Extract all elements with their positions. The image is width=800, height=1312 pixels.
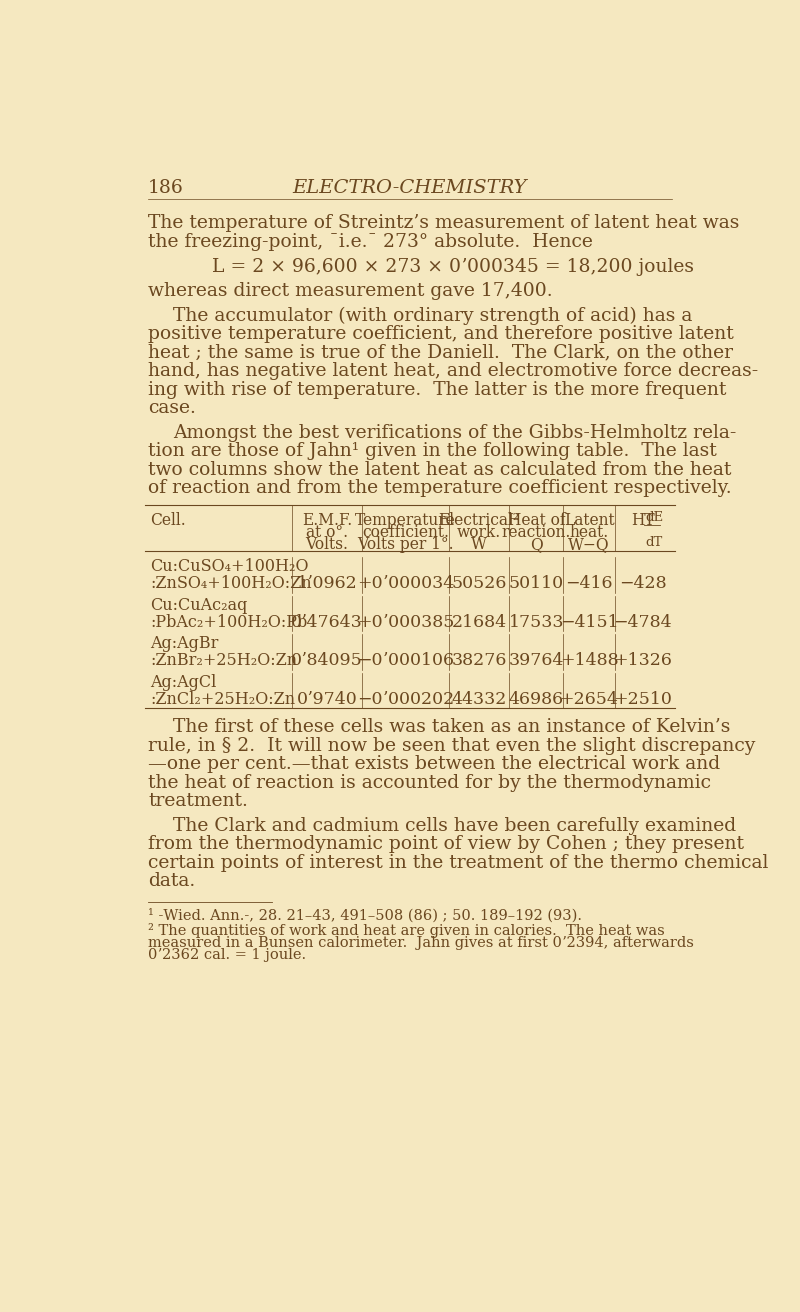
Text: 46986: 46986 [509, 690, 564, 707]
Text: dE: dE [646, 510, 664, 523]
Text: −4784: −4784 [613, 614, 672, 631]
Text: case.: case. [148, 399, 196, 417]
Text: +2654: +2654 [559, 690, 618, 707]
Text: 0ʼ47643: 0ʼ47643 [291, 614, 363, 631]
Text: work.: work. [457, 525, 501, 542]
Text: ELECTRO-CHEMISTRY: ELECTRO-CHEMISTRY [293, 178, 527, 197]
Text: 0ʼ84095: 0ʼ84095 [291, 652, 363, 669]
Text: The Clark and cadmium cells have been carefully examined: The Clark and cadmium cells have been ca… [173, 817, 736, 834]
Text: certain points of interest in the treatment of the thermo chemical: certain points of interest in the treatm… [148, 854, 769, 872]
Text: :PbAc₂+100H₂O:Pb: :PbAc₂+100H₂O:Pb [150, 614, 308, 631]
Text: two columns show the latent heat as calculated from the heat: two columns show the latent heat as calc… [148, 461, 731, 479]
Text: −0ʼ000202: −0ʼ000202 [357, 690, 454, 707]
Text: 21684: 21684 [451, 614, 506, 631]
Text: heat.: heat. [570, 525, 609, 542]
Text: 44332: 44332 [451, 690, 506, 707]
Text: ¹ ­Wied. Ann.­, 28. 21–43, 491–508 (86) ; 50. 189–192 (93).: ¹ ­Wied. Ann.­, 28. 21–43, 491–508 (86) … [148, 909, 582, 922]
Text: 1ʼ0962: 1ʼ0962 [297, 575, 358, 592]
Text: hand, has negative latent heat, and electromotive force decreas-: hand, has negative latent heat, and elec… [148, 362, 758, 380]
Text: The accumulator (with ordinary strength of acid) has a: The accumulator (with ordinary strength … [173, 307, 692, 325]
Text: Latent: Latent [564, 513, 614, 530]
Text: rule, in § 2.  It will now be seen that even the slight discrepancy: rule, in § 2. It will now be seen that e… [148, 737, 755, 754]
Text: The temperature of Streintz’s measurement of latent heat was: The temperature of Streintz’s measuremen… [148, 214, 739, 232]
Text: at o°.: at o°. [306, 525, 348, 542]
Text: 186: 186 [148, 178, 184, 197]
Text: 0ʼ2362 cal. = 1 joule.: 0ʼ2362 cal. = 1 joule. [148, 947, 306, 962]
Text: dT: dT [646, 537, 663, 550]
Text: −428: −428 [618, 575, 666, 592]
Text: Temperature: Temperature [355, 513, 456, 530]
Text: +1488: +1488 [560, 652, 618, 669]
Text: Ag:AgCl: Ag:AgCl [150, 674, 217, 690]
Text: whereas direct measurement gave 17,400.: whereas direct measurement gave 17,400. [148, 282, 553, 300]
Text: positive temperature coefficient, and therefore positive latent: positive temperature coefficient, and th… [148, 325, 734, 344]
Text: +1326: +1326 [613, 652, 672, 669]
Text: 50110: 50110 [509, 575, 564, 592]
Text: −416: −416 [566, 575, 613, 592]
Text: HT: HT [632, 513, 655, 530]
Text: Volts.: Volts. [306, 537, 349, 554]
Text: 39764: 39764 [509, 652, 564, 669]
Text: from the thermodynamic point of view by Cohen ; they present: from the thermodynamic point of view by … [148, 836, 744, 853]
Text: W: W [471, 537, 487, 554]
Text: tion are those of Jahn¹ given in the following table.  The last: tion are those of Jahn¹ given in the fol… [148, 442, 717, 461]
Text: The first of these cells was taken as an instance of Kelvin’s: The first of these cells was taken as an… [173, 719, 730, 736]
Text: data.: data. [148, 872, 195, 891]
Text: −4151: −4151 [560, 614, 618, 631]
Text: Cell.: Cell. [150, 513, 186, 530]
Text: 17533: 17533 [509, 614, 564, 631]
Text: Electrical²: Electrical² [438, 513, 519, 530]
Text: Amongst the best verifications of the Gibbs-Helmholtz rela-: Amongst the best verifications of the Gi… [173, 424, 736, 442]
Text: :ZnSO₄+100H₂O:Zn: :ZnSO₄+100H₂O:Zn [150, 575, 312, 592]
Text: 0ʼ9740: 0ʼ9740 [297, 690, 358, 707]
Text: :ZnCl₂+25H₂O:Zn: :ZnCl₂+25H₂O:Zn [150, 690, 295, 707]
Text: +2510: +2510 [613, 690, 672, 707]
Text: E.M.F.: E.M.F. [302, 513, 352, 530]
Text: reaction.: reaction. [502, 525, 571, 542]
Text: 50526: 50526 [451, 575, 506, 592]
Text: heat ; the same is true of the Daniell.  The Clark, on the other: heat ; the same is true of the Daniell. … [148, 344, 733, 362]
Text: W−Q: W−Q [568, 537, 610, 554]
Text: 38276: 38276 [451, 652, 506, 669]
Text: Cu:CuAc₂aq: Cu:CuAc₂aq [150, 597, 248, 614]
Text: Ag:AgBr: Ag:AgBr [150, 635, 218, 652]
Text: Heat of: Heat of [507, 513, 565, 530]
Text: :ZnBr₂+25H₂O:Zn: :ZnBr₂+25H₂O:Zn [150, 652, 298, 669]
Text: ² The quantities of work and heat are given in calories.  The heat was: ² The quantities of work and heat are gi… [148, 924, 665, 938]
Text: treatment.: treatment. [148, 792, 248, 811]
Text: the freezing-point, ¯i.e.¯ 273° absolute.  Hence: the freezing-point, ¯i.e.¯ 273° absolute… [148, 234, 593, 251]
Text: L = 2 × 96,600 × 273 × 0ʼ000345 = 18,200 joules: L = 2 × 96,600 × 273 × 0ʼ000345 = 18,200… [212, 257, 694, 276]
Text: Volts per 1°.: Volts per 1°. [357, 537, 454, 554]
Text: ing with rise of temperature.  The latter is the more frequent: ing with rise of temperature. The latter… [148, 380, 726, 399]
Text: −0ʼ000106: −0ʼ000106 [357, 652, 454, 669]
Text: Cu:CuSO₄+100H₂O: Cu:CuSO₄+100H₂O [150, 558, 309, 575]
Text: coefficient.: coefficient. [362, 525, 449, 542]
Text: Q: Q [530, 537, 542, 554]
Text: +0ʼ000034: +0ʼ000034 [357, 575, 454, 592]
Text: measured in a Bunsen calorimeter.  Jahn gives at first 0ʼ2394, afterwards: measured in a Bunsen calorimeter. Jahn g… [148, 935, 694, 950]
Text: the heat of reaction is accounted for by the thermodynamic: the heat of reaction is accounted for by… [148, 774, 711, 792]
Text: —one per cent.—that exists between the electrical work and: —one per cent.—that exists between the e… [148, 756, 720, 773]
Text: of reaction and from the temperature coefficient respectively.: of reaction and from the temperature coe… [148, 479, 732, 497]
Text: +0ʼ000385: +0ʼ000385 [357, 614, 454, 631]
